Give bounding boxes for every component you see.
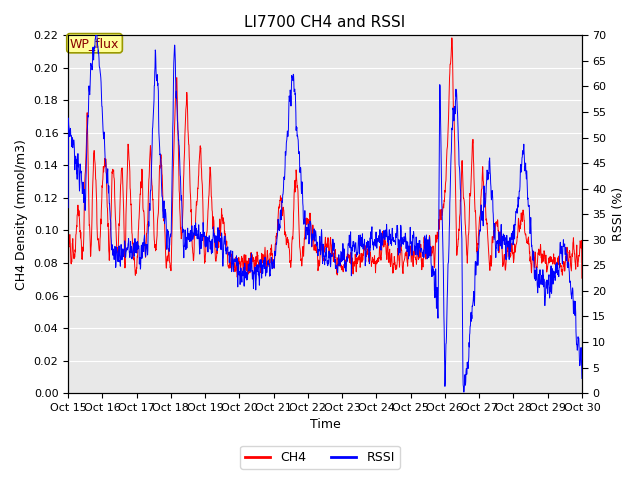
X-axis label: Time: Time [310,419,340,432]
Y-axis label: RSSI (%): RSSI (%) [612,187,625,241]
Title: LI7700 CH4 and RSSI: LI7700 CH4 and RSSI [244,15,406,30]
Legend: CH4, RSSI: CH4, RSSI [240,446,400,469]
Text: WP_flux: WP_flux [70,36,119,50]
Y-axis label: CH4 Density (mmol/m3): CH4 Density (mmol/m3) [15,139,28,289]
